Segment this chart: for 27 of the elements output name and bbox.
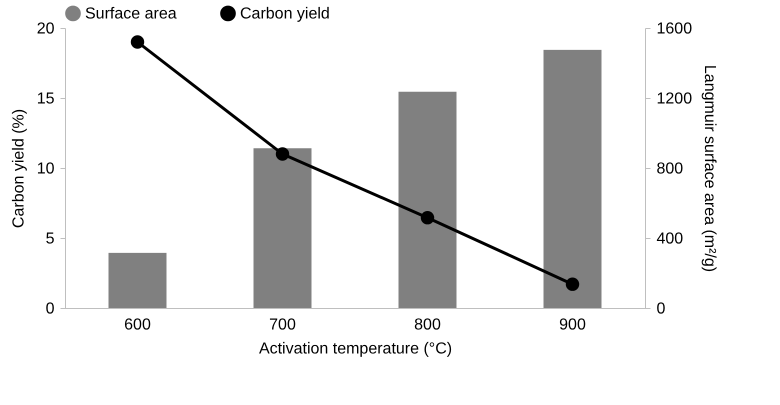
y-axis-title: Carbon yield (%)	[10, 108, 28, 228]
x-tick-label: 700	[269, 316, 296, 334]
x-tick-label: 600	[124, 316, 151, 334]
legend-label: Surface area	[85, 5, 177, 22]
bar	[108, 252, 166, 308]
bar	[398, 92, 456, 308]
y2-tick-label: 1200	[656, 90, 692, 108]
y2-tick-label: 1600	[656, 20, 692, 38]
y2-axis-title: Langmuir surface area (m²/g)	[701, 64, 718, 272]
y-tick-label: 15	[36, 90, 55, 108]
x-tick-label: 900	[559, 316, 586, 334]
y-tick-label: 10	[36, 160, 55, 178]
point	[276, 147, 290, 161]
point	[566, 278, 580, 291]
y-tick-label: 20	[36, 20, 55, 38]
y2-tick-label: 400	[656, 230, 684, 248]
point	[420, 211, 434, 224]
legend-label: Carbon yield	[240, 5, 330, 22]
y2-tick-label: 800	[656, 160, 684, 178]
point	[130, 35, 144, 49]
y2-tick-label: 0	[656, 300, 666, 318]
bar	[254, 148, 312, 308]
y-tick-label: 5	[46, 230, 55, 248]
y-tick-label: 0	[46, 300, 55, 318]
x-tick-label: 800	[414, 316, 441, 334]
bar	[544, 50, 602, 308]
x-axis-title: Activation temperature (°C)	[258, 340, 452, 358]
